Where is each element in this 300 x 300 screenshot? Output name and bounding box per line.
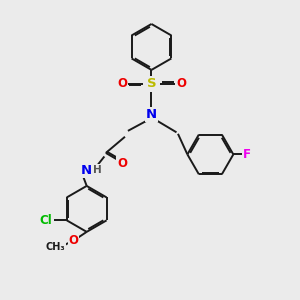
Text: O: O	[68, 234, 78, 247]
Text: N: N	[146, 108, 157, 121]
Text: O: O	[117, 77, 127, 90]
Text: O: O	[176, 77, 186, 90]
Text: Cl: Cl	[40, 214, 52, 227]
Text: O: O	[117, 157, 127, 170]
Text: S: S	[147, 77, 156, 90]
Text: H: H	[93, 165, 102, 175]
Text: F: F	[243, 148, 250, 161]
Text: N: N	[81, 164, 92, 177]
Text: CH₃: CH₃	[46, 242, 66, 252]
